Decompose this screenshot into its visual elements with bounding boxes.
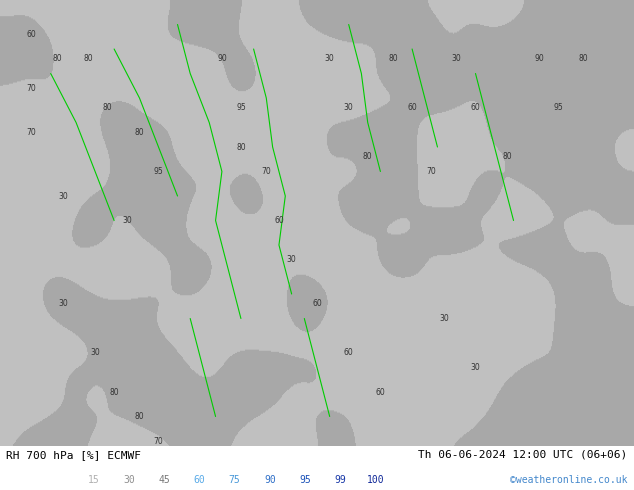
Text: 60: 60 <box>375 388 385 396</box>
Text: 70: 70 <box>153 437 164 445</box>
Text: 80: 80 <box>103 103 113 112</box>
Text: 80: 80 <box>52 54 62 63</box>
Text: 70: 70 <box>27 84 37 93</box>
Text: 99: 99 <box>334 475 346 485</box>
Text: 75: 75 <box>229 475 240 485</box>
Text: 80: 80 <box>363 152 373 161</box>
Text: 15: 15 <box>88 475 100 485</box>
Text: 80: 80 <box>109 388 119 396</box>
Text: 60: 60 <box>27 30 37 39</box>
Text: 90: 90 <box>264 475 276 485</box>
Text: 95: 95 <box>153 167 164 176</box>
Text: 30: 30 <box>122 216 132 225</box>
Text: 30: 30 <box>90 348 100 357</box>
Text: 60: 60 <box>470 103 481 112</box>
Text: 80: 80 <box>502 152 512 161</box>
Text: 60: 60 <box>312 299 322 308</box>
Text: 80: 80 <box>578 54 588 63</box>
Text: 100: 100 <box>366 475 384 485</box>
Text: 95: 95 <box>299 475 311 485</box>
Text: Th 06-06-2024 12:00 UTC (06+06): Th 06-06-2024 12:00 UTC (06+06) <box>418 450 628 460</box>
Text: 70: 70 <box>261 167 271 176</box>
Text: 80: 80 <box>134 412 145 421</box>
Text: ©weatheronline.co.uk: ©weatheronline.co.uk <box>510 475 628 485</box>
Text: 45: 45 <box>158 475 170 485</box>
Text: RH 700 hPa [%] ECMWF: RH 700 hPa [%] ECMWF <box>6 450 141 460</box>
Text: 80: 80 <box>236 143 246 151</box>
Text: 30: 30 <box>325 54 335 63</box>
Text: 90: 90 <box>534 54 544 63</box>
Text: 30: 30 <box>58 192 68 200</box>
Text: 30: 30 <box>439 314 449 323</box>
Text: 30: 30 <box>287 255 297 264</box>
Text: 60: 60 <box>344 348 354 357</box>
Text: 80: 80 <box>84 54 94 63</box>
Text: 30: 30 <box>344 103 354 112</box>
Text: 70: 70 <box>426 167 436 176</box>
Bar <box>0 446 634 490</box>
Text: 60: 60 <box>193 475 205 485</box>
Text: 30: 30 <box>58 299 68 308</box>
Text: 95: 95 <box>553 103 563 112</box>
Text: 80: 80 <box>134 128 145 137</box>
Text: 30: 30 <box>470 363 481 372</box>
Text: 60: 60 <box>407 103 417 112</box>
Text: 95: 95 <box>236 103 246 112</box>
Text: 70: 70 <box>27 128 37 137</box>
Text: 60: 60 <box>274 216 284 225</box>
Text: 80: 80 <box>388 54 398 63</box>
Text: 30: 30 <box>451 54 462 63</box>
Text: 30: 30 <box>123 475 135 485</box>
Text: 90: 90 <box>217 54 227 63</box>
